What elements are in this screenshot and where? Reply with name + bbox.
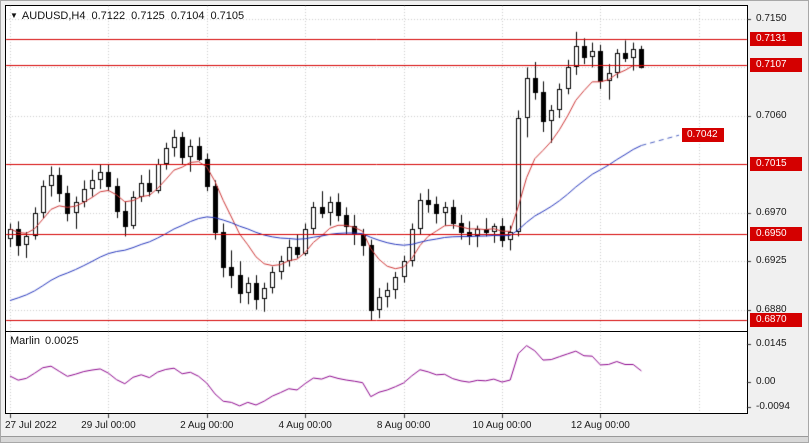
time-axis-label: 2 Aug 00:00 (180, 420, 234, 431)
time-axis-label: 10 Aug 00:00 (472, 420, 532, 431)
price-level-badge: 0.6950 (750, 227, 802, 242)
ohlc-close: 0.7105 (210, 10, 245, 22)
price-axis-tick: 0.7060 (756, 109, 787, 121)
symbol-marker-icon: ▼ (10, 11, 18, 20)
price-level-badge: 0.7107 (750, 58, 802, 73)
price-axis-tick: 0.6880 (756, 303, 787, 315)
price-projection-badge: 0.7042 (682, 128, 724, 143)
price-axis-tick: 0.6970 (756, 206, 787, 218)
price-level-badge: 0.7131 (750, 32, 802, 47)
symbol-ohlc-header: ▼ AUDUSD,H4 0.7122 0.7125 0.7104 0.7105 (10, 10, 244, 22)
time-axis-label: 8 Aug 00:00 (376, 420, 431, 431)
price-axis: 0.7150 0.7060 0.6970 0.6925 0.6880 0.7131 0.71… (747, 1, 808, 442)
time-axis-label: 12 Aug 00:00 (570, 420, 630, 431)
time-axis: 27 Jul 2022 29 Jul 00:00 2 Aug 00:00 4 Aug … (1, 420, 748, 434)
price-level-badge: 0.6870 (750, 313, 802, 328)
time-axis-label: 4 Aug 00:00 (278, 420, 332, 431)
indicator-name: Marlin (10, 335, 40, 347)
price-axis-tick: 0.6925 (756, 255, 787, 267)
ohlc-high: 0.7125 (131, 10, 165, 22)
indicator-value: 0.0025 (44, 335, 79, 347)
indicator-header: Marlin 0.0025 (10, 335, 79, 347)
time-axis-label: 27 Jul 2022 (5, 420, 57, 431)
price-axis-tick: 0.7150 (756, 12, 787, 24)
price-level-badge: 0.7015 (750, 157, 802, 172)
indicator-axis-tick: -0.0094 (756, 400, 790, 412)
time-axis-label: 29 Jul 00:00 (81, 420, 136, 431)
ohlc-open: 0.7122 (91, 10, 126, 22)
indicator-axis-tick: 0.00 (756, 376, 776, 387)
indicator-axis-tick: 0.0145 (756, 338, 787, 349)
ohlc-low: 0.7104 (170, 10, 205, 22)
symbol-label: AUDUSD,H4 (21, 10, 86, 22)
